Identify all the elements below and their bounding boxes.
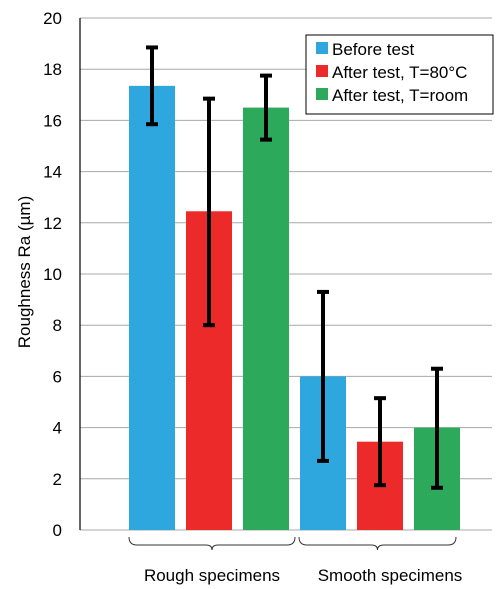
category-label: Smooth specimens (318, 566, 463, 585)
y-tick-label: 10 (43, 265, 62, 284)
category-braces (128, 536, 457, 551)
bar (129, 85, 175, 530)
y-tick-label: 18 (43, 60, 62, 79)
y-tick-label: 0 (53, 521, 62, 540)
legend-swatch (316, 65, 328, 77)
y-tick-label: 6 (53, 367, 62, 386)
error-bars (146, 45, 443, 490)
legend-label: After test, T=room (332, 86, 468, 105)
category-label: Rough specimens (144, 566, 280, 585)
y-tick-label: 16 (43, 111, 62, 130)
category-labels: Rough specimens Smooth specimens (144, 566, 462, 585)
legend: Before test After test, T=80°C After test,… (305, 34, 494, 115)
y-tick-label: 12 (43, 214, 62, 233)
y-tick-label: 14 (43, 163, 62, 182)
y-tick-label: 8 (53, 316, 62, 335)
y-tick-label: 20 (43, 9, 62, 28)
category-brace (298, 536, 457, 551)
bars (129, 85, 460, 530)
y-tick-labels: 0 2 4 6 8 10 12 14 16 18 20 (43, 9, 62, 540)
y-axis-title: Roughness Ra (µm) (15, 196, 34, 348)
legend-swatch (316, 88, 328, 100)
legend-label: Before test (332, 40, 414, 59)
bar (243, 107, 289, 530)
y-tick-label: 2 (53, 470, 62, 489)
legend-box (305, 34, 494, 115)
legend-label: After test, T=80°C (332, 63, 467, 82)
legend-swatch (316, 42, 328, 54)
category-brace (128, 536, 296, 551)
y-tick-label: 4 (53, 419, 62, 438)
